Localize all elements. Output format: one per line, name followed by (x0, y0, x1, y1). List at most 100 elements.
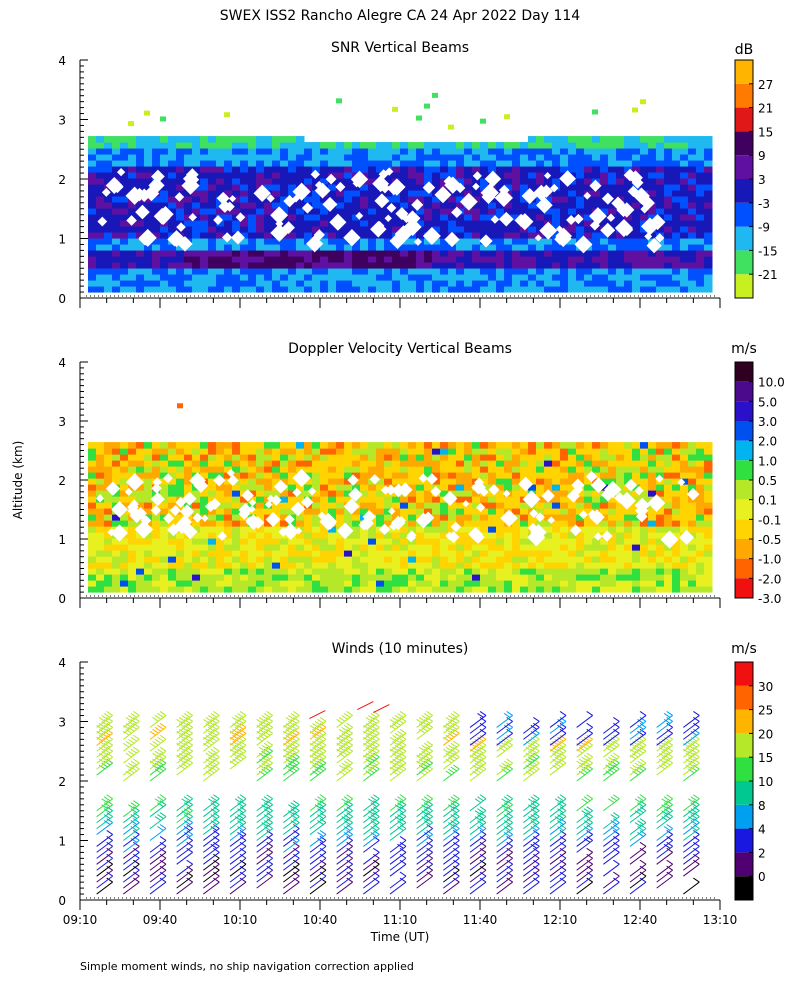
doppler-cell (344, 454, 353, 461)
doppler-cell (656, 484, 665, 491)
snr-cell (472, 238, 481, 245)
snr-cell (144, 280, 153, 287)
wind-barb-flag (208, 798, 215, 804)
snr-cell (544, 262, 553, 269)
doppler-cell (176, 574, 185, 581)
doppler-cell (432, 466, 441, 473)
data-gap (182, 524, 198, 540)
snr-cell (440, 256, 449, 263)
doppler-cell (456, 544, 465, 551)
doppler-cell (120, 550, 129, 557)
y-tick-label: 2 (58, 474, 66, 488)
doppler-cell (640, 580, 649, 587)
snr-cell (200, 280, 209, 287)
doppler-cell (544, 568, 553, 575)
snr-cell (312, 160, 321, 167)
snr-cell (584, 160, 593, 167)
snr-cell (608, 262, 617, 269)
snr-cell (240, 268, 249, 275)
wind-barb-flag (101, 726, 108, 732)
snr-cell (656, 262, 665, 269)
snr-cell (512, 226, 521, 233)
snr-cell (320, 166, 329, 173)
snr-cell (168, 214, 177, 221)
snr-cell (280, 196, 289, 203)
doppler-cell (576, 544, 585, 551)
snr-cell (272, 262, 281, 269)
snr-cell (616, 166, 625, 173)
doppler-cell (528, 580, 537, 587)
snr-cell (448, 166, 457, 173)
snr-cell (104, 202, 113, 209)
doppler-cell (464, 466, 473, 473)
doppler-cell (272, 556, 281, 563)
doppler-cell (88, 502, 97, 509)
snr-cell (304, 268, 313, 275)
snr-cell (552, 238, 561, 245)
doppler-cell (424, 568, 433, 575)
doppler-cell (200, 556, 209, 563)
doppler-cell (216, 484, 225, 491)
doppler-cell (256, 538, 265, 545)
data-gap (585, 470, 598, 483)
snr-cell (624, 220, 633, 227)
doppler-cell (344, 460, 353, 467)
wind-barb-flag (213, 758, 220, 764)
doppler-cell (232, 574, 241, 581)
doppler-cell (512, 496, 521, 503)
snr-cell (416, 268, 425, 275)
snr-cell (192, 268, 201, 275)
doppler-cell (592, 574, 601, 581)
wind-barb-flag (103, 808, 111, 814)
doppler-cell (312, 526, 321, 533)
snr-cell (216, 178, 225, 185)
snr-cell (120, 184, 129, 191)
snr-cell (248, 208, 257, 215)
snr-cell (344, 274, 353, 281)
doppler-cell (632, 586, 641, 593)
snr-cell (368, 178, 377, 185)
snr-cell (392, 148, 401, 155)
snr-cell (664, 166, 673, 173)
doppler-cell (400, 538, 409, 545)
doppler-cell (272, 454, 281, 461)
wind-barb-flag (186, 865, 193, 871)
snr-cell (656, 136, 665, 143)
wind-barb-flag (213, 711, 220, 716)
doppler-cell (248, 478, 257, 485)
snr-cell (176, 166, 185, 173)
doppler-cell (368, 538, 377, 545)
doppler-cell (696, 574, 705, 581)
wind-barb-flag (128, 738, 135, 744)
doppler-cell (144, 574, 153, 581)
doppler-cell (488, 562, 497, 569)
snr-cell (464, 154, 473, 161)
wind-barb (256, 869, 273, 883)
doppler-cell (600, 544, 609, 551)
snr-cell (240, 136, 249, 143)
snr-cell (632, 166, 641, 173)
data-gap (290, 501, 306, 517)
doppler-cell (536, 580, 545, 587)
doppler-cell (488, 448, 497, 455)
doppler-cell (456, 454, 465, 461)
snr-cell (296, 202, 305, 209)
data-gap (329, 213, 347, 231)
snr-cell (672, 238, 681, 245)
snr-cell (704, 160, 713, 167)
snr-cell (704, 184, 713, 191)
doppler-cell (344, 514, 353, 521)
snr-cell (576, 226, 585, 233)
doppler-cell (576, 490, 585, 497)
snr-cell (120, 196, 129, 203)
doppler-cell (424, 460, 433, 467)
colorbar-swatch (735, 226, 753, 251)
wind-barb (123, 881, 140, 895)
snr-cell (456, 178, 465, 185)
doppler-cell (576, 442, 585, 449)
doppler-cell (496, 466, 505, 473)
doppler-cell (432, 448, 441, 455)
doppler-cell (464, 454, 473, 461)
snr-cell (360, 238, 369, 245)
